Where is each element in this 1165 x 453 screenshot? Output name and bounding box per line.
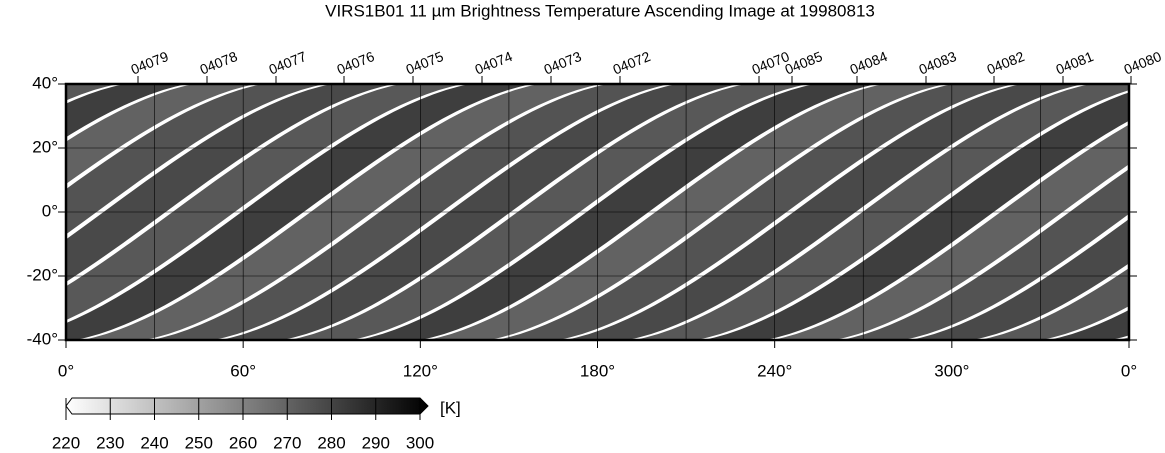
- orbit-label: 04074: [472, 48, 514, 77]
- swath: [841, 169, 1129, 340]
- swath: [1048, 309, 1129, 340]
- lat-label: -40°: [27, 329, 58, 348]
- swath: [979, 268, 1129, 340]
- orbit-label: 04072: [610, 48, 652, 77]
- lon-label: 0°: [1121, 361, 1137, 380]
- lon-label: 0°: [58, 361, 74, 380]
- orbit-label: 04083: [916, 48, 958, 77]
- colorbar-label: 230: [96, 433, 124, 452]
- title: VIRS1B01 11 µm Brightness Temperature As…: [325, 1, 875, 20]
- lon-label: 300°: [934, 361, 969, 380]
- colorbar-unit: [K]: [440, 398, 461, 417]
- swath: [66, 84, 187, 138]
- lat-label: 20°: [32, 137, 58, 156]
- orbit-label: 04085: [782, 48, 824, 77]
- graticule: [66, 84, 1129, 340]
- swath: [703, 92, 1129, 340]
- lon-label: 180°: [580, 361, 615, 380]
- orbit-label: 04080: [1121, 48, 1163, 77]
- orbit-label: 04078: [197, 48, 239, 77]
- colorbar-label: 240: [140, 433, 168, 452]
- swath: [66, 84, 118, 101]
- colorbar: [65, 397, 429, 415]
- colorbar-label: 290: [362, 433, 390, 452]
- colorbar-label: 300: [406, 433, 434, 452]
- lat-label: 0°: [42, 201, 58, 220]
- orbit-label: 04077: [266, 48, 308, 77]
- lon-label: 240°: [757, 361, 792, 380]
- swath: [66, 84, 256, 185]
- colorbar-label: 250: [185, 433, 213, 452]
- colorbar-label: 280: [317, 433, 345, 452]
- lon-label: 120°: [403, 361, 438, 380]
- orbit-label: 04076: [334, 48, 376, 77]
- lon-label: 60°: [230, 361, 256, 380]
- orbit-label: 04073: [541, 48, 583, 77]
- swath: [66, 84, 463, 321]
- swath: [910, 219, 1129, 340]
- lat-label: -20°: [27, 265, 58, 284]
- orbit-label: 04081: [1053, 48, 1095, 77]
- lat-label: 40°: [32, 73, 58, 92]
- orbit-label: 04079: [128, 48, 170, 77]
- colorbar-label: 270: [273, 433, 301, 452]
- colorbar-label: 220: [52, 433, 80, 452]
- orbit-label: 04084: [847, 48, 889, 77]
- orbit-label: 04075: [403, 48, 445, 77]
- swath: [66, 84, 325, 235]
- colorbar-label: 260: [229, 433, 257, 452]
- orbit-label: 04082: [984, 48, 1026, 77]
